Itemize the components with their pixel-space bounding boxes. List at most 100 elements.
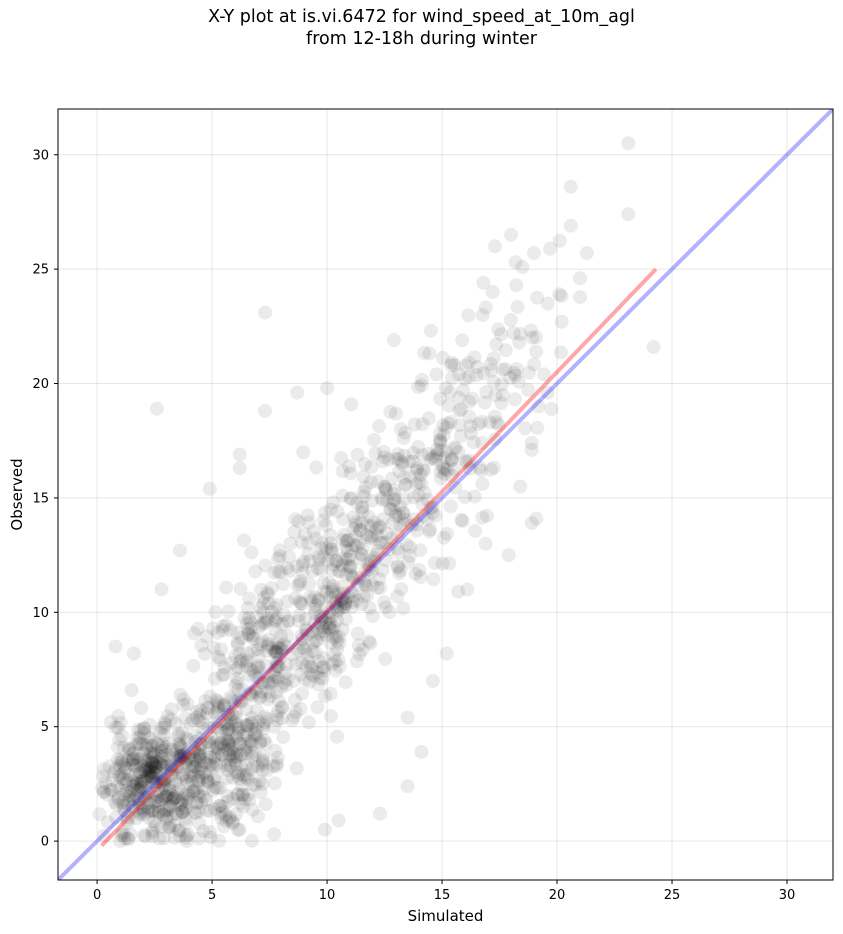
data-point [187, 741, 202, 756]
data-point [390, 589, 405, 604]
data-point [102, 759, 117, 774]
data-point [478, 536, 493, 551]
data-point [214, 724, 229, 739]
data-point [239, 616, 254, 631]
data-point [269, 708, 284, 723]
data-point [288, 512, 303, 527]
data-point [487, 239, 502, 254]
data-point [207, 770, 222, 785]
data-point [443, 499, 458, 514]
data-point [96, 828, 111, 843]
data-point [271, 704, 285, 719]
data-point [646, 339, 661, 354]
data-point [181, 750, 196, 765]
data-point [494, 377, 509, 392]
data-point [168, 776, 183, 791]
data-point [621, 136, 636, 151]
data-point [296, 641, 311, 656]
data-point [327, 620, 342, 635]
data-point [322, 620, 337, 635]
data-point [433, 435, 448, 450]
data-point [188, 729, 203, 744]
data-point [275, 700, 290, 715]
y-axis-label: Observed [8, 458, 26, 530]
data-point [370, 528, 385, 543]
chart-title-line-1: X-Y plot at is.vi.6472 for wind_speed_at… [208, 7, 635, 27]
data-point [325, 623, 339, 638]
data-point [317, 822, 332, 837]
data-point [470, 359, 485, 374]
data-point [391, 452, 406, 467]
data-point [258, 736, 273, 751]
data-point [271, 671, 286, 686]
data-point [465, 391, 480, 406]
data-point [352, 647, 367, 661]
data-point [185, 712, 200, 727]
data-point [417, 345, 432, 360]
data-point [338, 567, 353, 582]
data-point [295, 558, 310, 572]
data-point [136, 746, 151, 761]
data-point [209, 739, 224, 754]
data-point [138, 788, 152, 803]
data-point [367, 554, 382, 569]
data-point [365, 609, 380, 623]
data-point [292, 577, 307, 592]
data-point [171, 823, 186, 838]
data-point [175, 804, 190, 819]
data-point [414, 477, 429, 491]
data-point [454, 402, 469, 417]
data-point [319, 518, 333, 533]
data-point [201, 774, 216, 789]
data-point [224, 712, 238, 727]
data-point [553, 345, 568, 360]
data-point [231, 768, 246, 783]
data-point [167, 830, 182, 845]
data-point [241, 622, 256, 637]
data-point [213, 798, 228, 813]
data-point [295, 565, 310, 580]
data-point [211, 746, 226, 761]
data-point [154, 749, 169, 764]
data-point [395, 457, 410, 472]
data-point [472, 460, 487, 475]
data-point [276, 577, 290, 591]
data-point [372, 419, 386, 434]
data-point [138, 764, 153, 779]
data-point [267, 719, 282, 734]
data-point [537, 367, 551, 382]
data-point [234, 630, 249, 645]
data-point [440, 416, 455, 431]
data-point [312, 615, 327, 630]
y-tick-label: 15 [32, 491, 49, 506]
data-point [529, 511, 544, 526]
data-point [218, 808, 233, 822]
data-point [190, 754, 205, 769]
data-point [524, 516, 539, 531]
data-point [458, 372, 472, 386]
data-point [425, 450, 440, 465]
data-point [530, 420, 545, 435]
data-point [180, 745, 195, 760]
data-points [92, 136, 661, 849]
data-point [252, 620, 267, 635]
data-point [331, 653, 346, 667]
data-point [111, 709, 126, 724]
data-point [337, 527, 351, 542]
data-point [379, 493, 394, 508]
data-point [301, 655, 316, 669]
data-point [230, 822, 245, 837]
data-point [312, 670, 327, 685]
data-point [346, 521, 361, 536]
data-point [323, 590, 338, 605]
data-point [129, 731, 144, 746]
data-point [239, 740, 254, 755]
data-point [224, 717, 239, 732]
data-point [278, 665, 293, 680]
data-point [373, 806, 387, 821]
data-point [126, 778, 141, 793]
data-point [261, 596, 276, 611]
data-point [330, 602, 345, 617]
data-point [212, 652, 227, 667]
data-point [406, 490, 421, 505]
